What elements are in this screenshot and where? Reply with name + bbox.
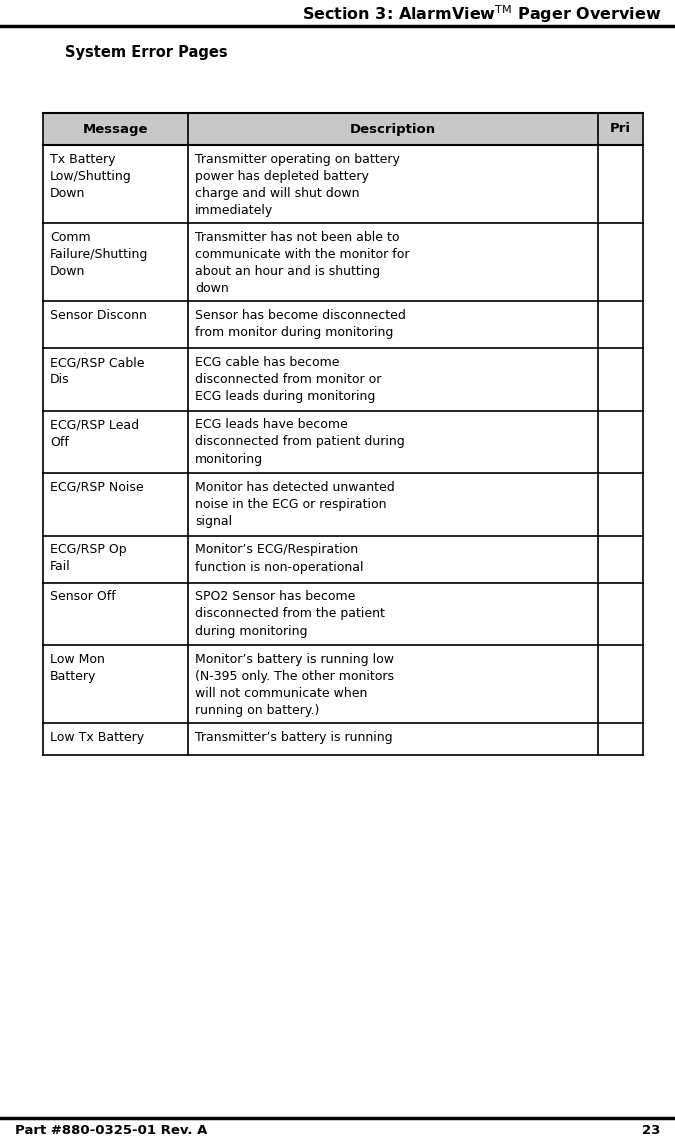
Text: ECG cable has become
disconnected from monitor or
ECG leads during monitoring: ECG cable has become disconnected from m… [195, 356, 381, 403]
Text: Tx Battery
Low/Shutting
Down: Tx Battery Low/Shutting Down [50, 153, 132, 200]
Text: ECG/RSP Cable
Dis: ECG/RSP Cable Dis [50, 356, 144, 387]
Text: Monitor’s ECG/Respiration
function is non-operational: Monitor’s ECG/Respiration function is no… [195, 544, 364, 574]
Text: Part #880-0325-01 Rev. A: Part #880-0325-01 Rev. A [15, 1124, 207, 1138]
Text: SPO2 Sensor has become
disconnected from the patient
during monitoring: SPO2 Sensor has become disconnected from… [195, 591, 385, 638]
Text: Transmitter has not been able to
communicate with the monitor for
about an hour : Transmitter has not been able to communi… [195, 231, 410, 295]
Text: ECG leads have become
disconnected from patient during
monitoring: ECG leads have become disconnected from … [195, 419, 405, 466]
Text: ECG/RSP Lead
Off: ECG/RSP Lead Off [50, 419, 139, 448]
Text: Low Mon
Battery: Low Mon Battery [50, 653, 105, 682]
Text: Section 3: AlarmView$^{\mathsf{TM}}$ Pager Overview: Section 3: AlarmView$^{\mathsf{TM}}$ Pag… [302, 3, 662, 25]
Text: ECG/RSP Noise: ECG/RSP Noise [50, 481, 144, 494]
Text: Sensor has become disconnected
from monitor during monitoring: Sensor has become disconnected from moni… [195, 309, 406, 340]
Text: 23: 23 [642, 1124, 660, 1138]
Text: Comm
Failure/Shutting
Down: Comm Failure/Shutting Down [50, 231, 148, 278]
Text: Description: Description [350, 123, 436, 135]
Bar [43, 114, 643, 145]
Text: Transmitter’s battery is running: Transmitter’s battery is running [195, 731, 393, 744]
Text: Monitor’s battery is running low
(N-395 only. The other monitors
will not commun: Monitor’s battery is running low (N-395 … [195, 653, 394, 717]
Text: Sensor Off: Sensor Off [50, 591, 115, 603]
Text: Low Tx Battery: Low Tx Battery [50, 731, 144, 744]
Text: Pri: Pri [610, 123, 631, 135]
Text: Transmitter operating on battery
power has depleted battery
charge and will shut: Transmitter operating on battery power h… [195, 153, 400, 217]
Text: Sensor Disconn: Sensor Disconn [50, 309, 147, 322]
Text: Monitor has detected unwanted
noise in the ECG or respiration
signal: Monitor has detected unwanted noise in t… [195, 481, 395, 528]
Text: System Error Pages: System Error Pages [65, 46, 227, 61]
Text: ECG/RSP Op
Fail: ECG/RSP Op Fail [50, 544, 127, 574]
Text: Message: Message [83, 123, 148, 135]
